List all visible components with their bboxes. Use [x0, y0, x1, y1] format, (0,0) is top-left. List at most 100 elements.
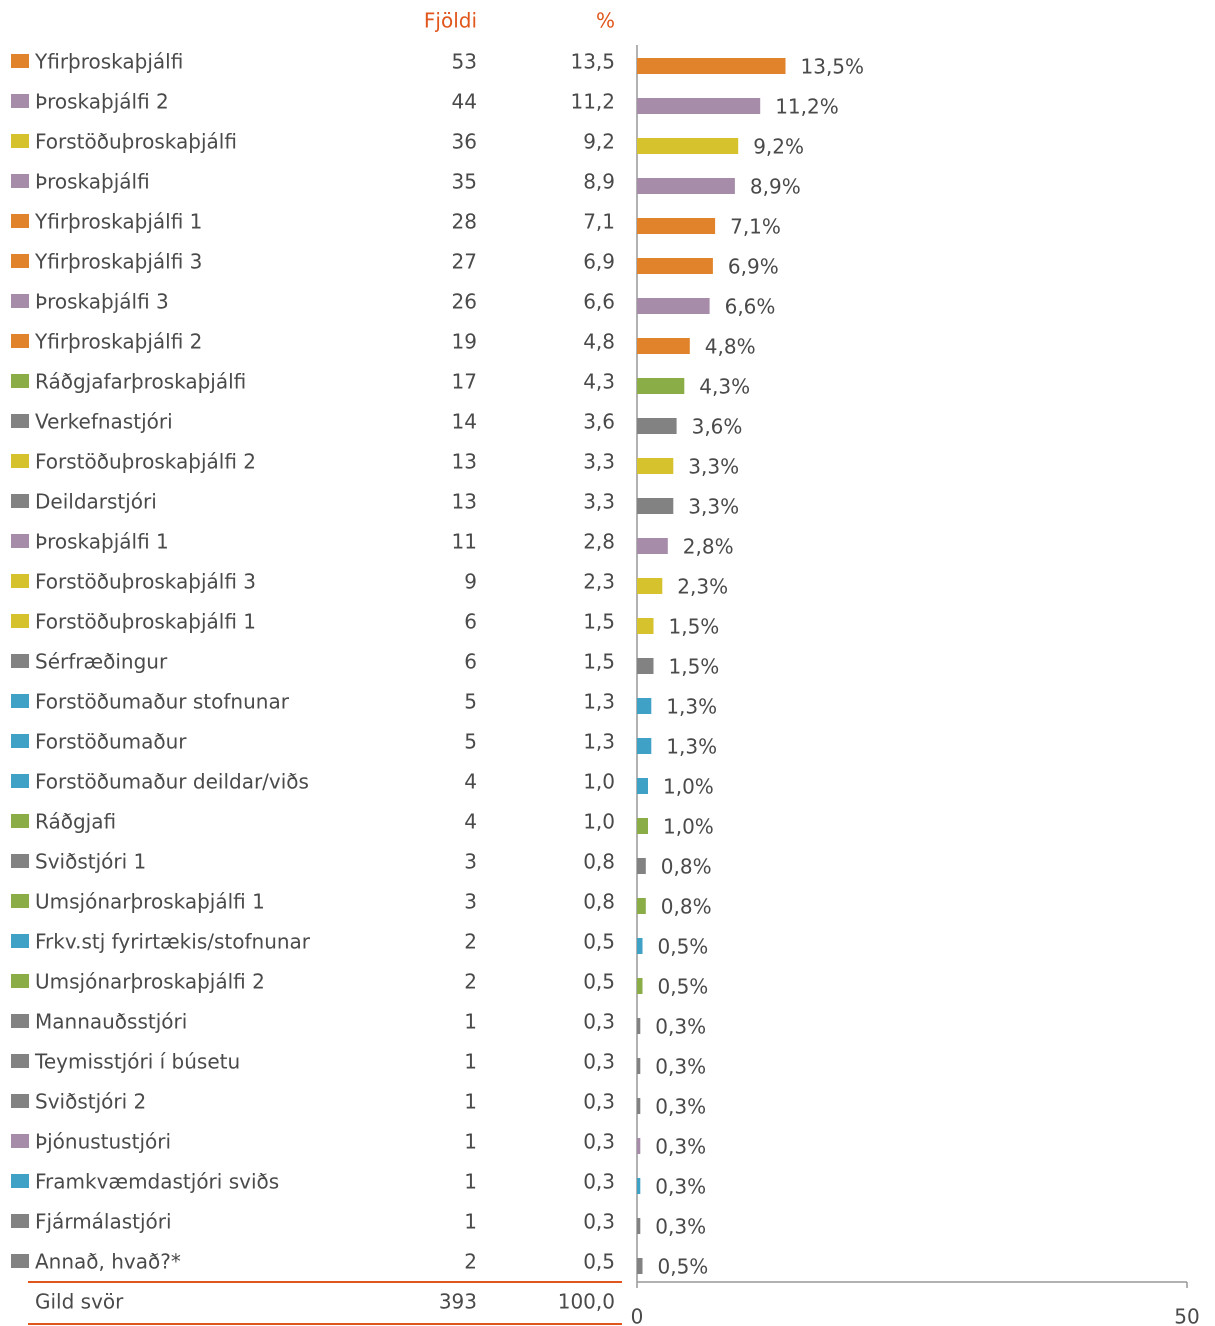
count: 2	[464, 930, 477, 954]
legend-swatch	[11, 614, 29, 628]
count: 35	[452, 170, 477, 194]
percent: 0,8	[583, 890, 615, 914]
percent: 9,2	[583, 130, 615, 154]
count: 1	[464, 1010, 477, 1034]
legend-swatch	[11, 1054, 29, 1068]
value-label: 11,2%	[775, 95, 839, 119]
category-label: Sérfræðingur	[35, 650, 168, 674]
count: 14	[452, 410, 477, 434]
category-label: Forstöðuþroskaþjálfi 3	[35, 570, 256, 594]
category-label: Forstöðuþroskaþjálfi 2	[35, 450, 256, 474]
percent: 2,8	[583, 530, 615, 554]
value-label: 0,3%	[655, 1175, 706, 1199]
legend-swatch	[11, 934, 29, 948]
value-label: 2,3%	[677, 575, 728, 599]
category-label: Fjármálastjóri	[35, 1210, 172, 1234]
value-label: 8,9%	[750, 175, 801, 199]
bar	[637, 938, 643, 954]
percent: 7,1	[583, 210, 615, 234]
legend-swatch	[11, 574, 29, 588]
count: 2	[464, 970, 477, 994]
percent: 1,3	[583, 730, 615, 754]
percent: 6,6	[583, 290, 615, 314]
count: 19	[452, 330, 477, 354]
legend-swatch	[11, 94, 29, 108]
count: 53	[452, 50, 477, 74]
percent: 0,3	[583, 1090, 615, 1114]
bar	[637, 138, 739, 154]
total-label: Gild svör	[35, 1290, 124, 1314]
value-label: 1,5%	[669, 615, 720, 639]
bar	[637, 1178, 641, 1194]
legend-swatch	[11, 774, 29, 788]
value-label: 3,6%	[692, 415, 743, 439]
count: 3	[464, 890, 477, 914]
bar	[637, 418, 677, 434]
category-label: Yfirþroskaþjálfi 2	[34, 330, 202, 354]
value-label: 1,3%	[666, 695, 717, 719]
legend-swatch	[11, 294, 29, 308]
total-percent: 100,0	[558, 1290, 615, 1314]
legend-swatch	[11, 1174, 29, 1188]
legend-swatch	[11, 1254, 29, 1268]
value-label: 0,8%	[661, 855, 712, 879]
count: 9	[464, 570, 477, 594]
value-label: 0,5%	[658, 935, 709, 959]
count: 1	[464, 1050, 477, 1074]
category-label: Yfirþroskaþjálfi 3	[34, 250, 202, 274]
percent: 0,3	[583, 1170, 615, 1194]
bar	[637, 258, 713, 274]
percent: 6,9	[583, 250, 615, 274]
value-label: 13,5%	[801, 55, 865, 79]
legend-swatch	[11, 534, 29, 548]
percent: 1,5	[583, 650, 615, 674]
percent: 11,2	[570, 90, 615, 114]
value-label: 3,3%	[688, 455, 739, 479]
bar	[637, 618, 654, 634]
percent: 1,0	[583, 810, 615, 834]
legend-swatch	[11, 854, 29, 868]
x-tick-label: 0	[631, 1305, 644, 1326]
value-label: 1,0%	[663, 775, 714, 799]
percent: 0,3	[583, 1130, 615, 1154]
count: 1	[464, 1130, 477, 1154]
value-label: 6,9%	[728, 255, 779, 279]
value-label: 2,8%	[683, 535, 734, 559]
bar	[637, 218, 716, 234]
bar	[637, 538, 668, 554]
count: 1	[464, 1210, 477, 1234]
count: 3	[464, 850, 477, 874]
legend-swatch	[11, 1094, 29, 1108]
x-tick-label: 50	[1174, 1305, 1199, 1326]
category-label: Forstöðumaður stofnunar	[35, 690, 290, 714]
category-label: Þjónustustjóri	[35, 1130, 171, 1154]
legend-swatch	[11, 414, 29, 428]
value-label: 1,0%	[663, 815, 714, 839]
percent: 0,8	[583, 850, 615, 874]
category-label: Deildarstjóri	[35, 490, 157, 514]
legend-swatch	[11, 1014, 29, 1028]
value-label: 1,3%	[666, 735, 717, 759]
percent: 3,3	[583, 490, 615, 514]
value-label: 3,3%	[688, 495, 739, 519]
legend-swatch	[11, 814, 29, 828]
category-label: Forstöðuþroskaþjálfi	[35, 130, 237, 154]
percent: 4,3	[583, 370, 615, 394]
legend-swatch	[11, 1134, 29, 1148]
count: 4	[464, 810, 477, 834]
bar	[637, 1058, 641, 1074]
legend-swatch	[11, 654, 29, 668]
value-label: 1,5%	[669, 655, 720, 679]
legend-swatch	[11, 734, 29, 748]
count: 13	[452, 450, 477, 474]
count: 13	[452, 490, 477, 514]
bar	[637, 298, 710, 314]
percent: 0,3	[583, 1210, 615, 1234]
bar	[637, 178, 735, 194]
category-label: Forstöðumaður	[35, 730, 187, 754]
category-label: Umsjónarþroskaþjálfi 1	[35, 890, 265, 914]
category-label: Forstöðumaður deildar/viðs	[35, 770, 309, 794]
bar	[637, 818, 648, 834]
value-label: 0,3%	[655, 1055, 706, 1079]
bar	[637, 1218, 641, 1234]
